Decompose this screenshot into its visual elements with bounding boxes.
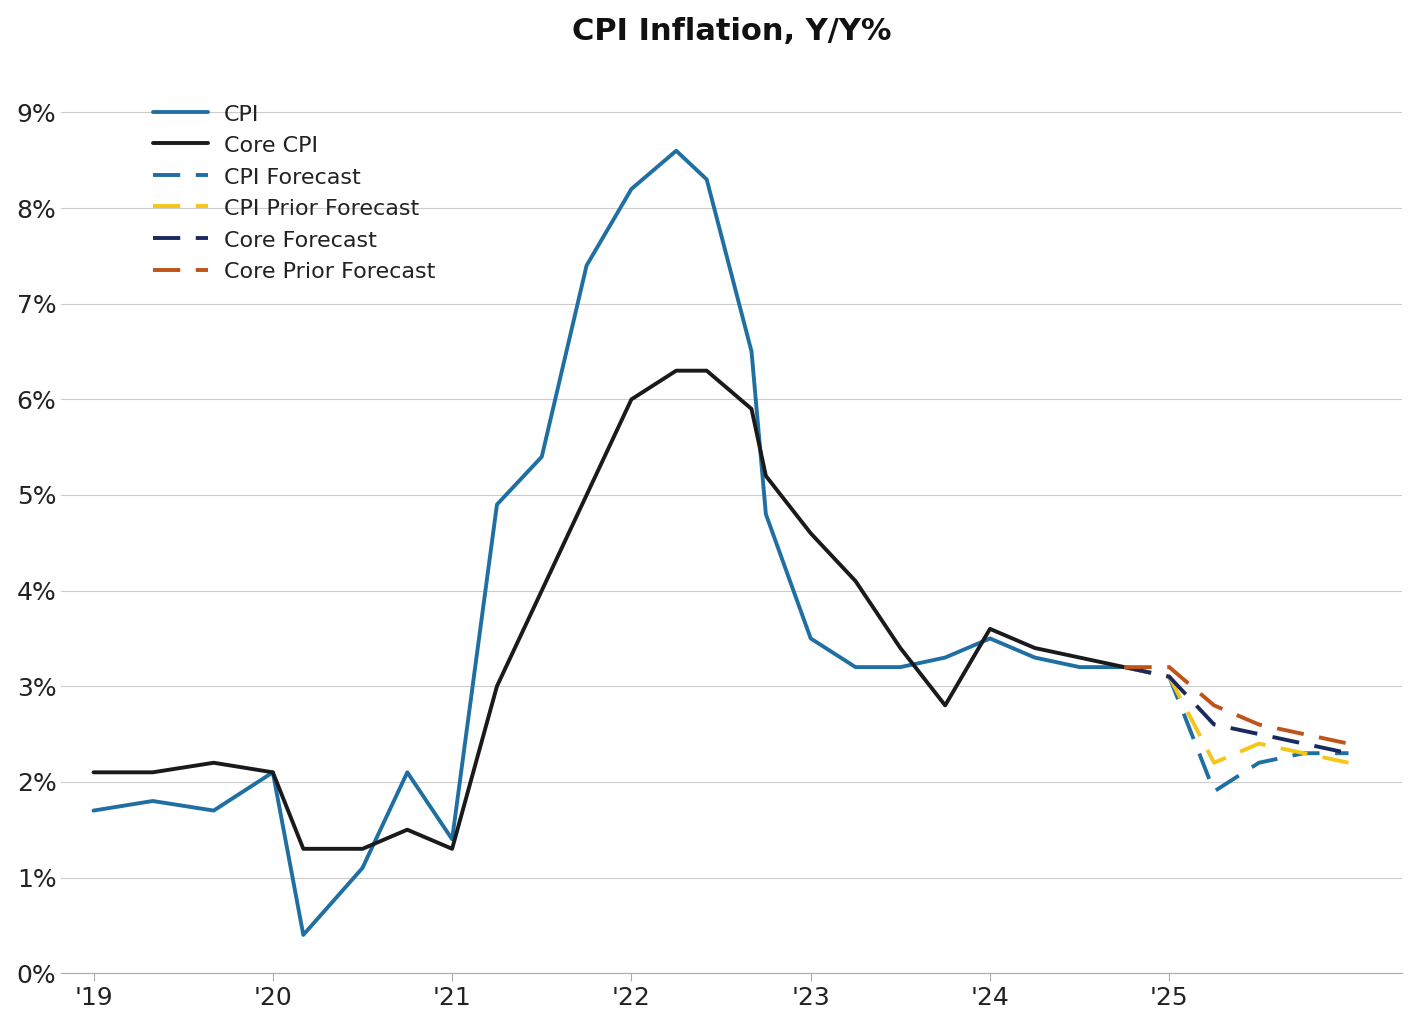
CPI Prior Forecast (1296, 747, 1313, 759)
Core Forecast (1115, 661, 1132, 674)
CPI (1026, 651, 1043, 663)
CPI Forecast (1161, 671, 1178, 683)
CPI (758, 508, 775, 521)
Legend: CPI, Core CPI, CPI Forecast, CPI Prior Forecast, Core Forecast, Core Prior Forec: CPI, Core CPI, CPI Forecast, CPI Prior F… (153, 103, 436, 282)
Core CPI (85, 766, 102, 778)
Core CPI (206, 757, 223, 769)
CPI (744, 345, 761, 357)
CPI (668, 145, 685, 157)
Core CPI (444, 843, 461, 855)
Core CPI (353, 843, 370, 855)
Core CPI (847, 575, 864, 587)
CPI Prior Forecast (1340, 757, 1357, 769)
Core CPI (802, 527, 819, 539)
CPI Forecast (1250, 757, 1267, 769)
CPI (488, 498, 505, 510)
Title: CPI Inflation, Y/Y%: CPI Inflation, Y/Y% (572, 16, 891, 45)
CPI (802, 633, 819, 645)
CPI (1071, 661, 1088, 674)
CPI Forecast (1296, 747, 1313, 759)
Core CPI (623, 393, 640, 406)
Core CPI (744, 403, 761, 415)
Core CPI (1071, 651, 1088, 663)
CPI (444, 833, 461, 845)
Line: Core Prior Forecast: Core Prior Forecast (1124, 668, 1348, 744)
CPI (145, 795, 162, 807)
CPI (85, 804, 102, 816)
CPI (847, 661, 864, 674)
Core Prior Forecast (1250, 718, 1267, 730)
CPI Forecast (1340, 747, 1357, 759)
Core Forecast (1250, 728, 1267, 740)
Core CPI (982, 622, 999, 635)
Line: Core CPI: Core CPI (94, 371, 1124, 849)
Core Forecast (1206, 718, 1223, 730)
Core CPI (1026, 642, 1043, 654)
Core Forecast (1296, 737, 1313, 750)
Core CPI (399, 824, 416, 836)
Core CPI (264, 766, 281, 778)
CPI Prior Forecast (1115, 661, 1132, 674)
Core CPI (534, 584, 551, 597)
Core Prior Forecast (1161, 661, 1178, 674)
Line: CPI Prior Forecast: CPI Prior Forecast (1124, 668, 1348, 763)
Line: CPI: CPI (94, 151, 1124, 935)
Core Forecast (1340, 747, 1357, 759)
CPI Forecast (1206, 786, 1223, 798)
CPI (264, 766, 281, 778)
Core Prior Forecast (1115, 661, 1132, 674)
CPI (578, 260, 595, 272)
CPI Prior Forecast (1250, 737, 1267, 750)
Core CPI (891, 642, 908, 654)
Core Prior Forecast (1296, 728, 1313, 740)
Core Prior Forecast (1206, 699, 1223, 712)
CPI (623, 183, 640, 195)
Core Prior Forecast (1340, 737, 1357, 750)
CPI (937, 651, 954, 663)
CPI Prior Forecast (1161, 671, 1178, 683)
CPI (534, 451, 551, 463)
CPI Prior Forecast (1206, 757, 1223, 769)
Line: CPI Forecast: CPI Forecast (1124, 668, 1348, 792)
Line: Core Forecast: Core Forecast (1124, 668, 1348, 753)
CPI (206, 804, 223, 816)
Core CPI (668, 365, 685, 377)
Core CPI (937, 699, 954, 712)
CPI (698, 174, 715, 186)
CPI (353, 862, 370, 874)
Core CPI (578, 489, 595, 501)
Core CPI (488, 680, 505, 692)
CPI (1115, 661, 1132, 674)
Core CPI (698, 365, 715, 377)
CPI Forecast (1115, 661, 1132, 674)
Core CPI (758, 469, 775, 482)
CPI (891, 661, 908, 674)
Core Forecast (1161, 671, 1178, 683)
CPI (295, 928, 312, 941)
Core CPI (1115, 661, 1132, 674)
Core CPI (295, 843, 312, 855)
CPI (982, 633, 999, 645)
Core CPI (145, 766, 162, 778)
CPI (399, 766, 416, 778)
